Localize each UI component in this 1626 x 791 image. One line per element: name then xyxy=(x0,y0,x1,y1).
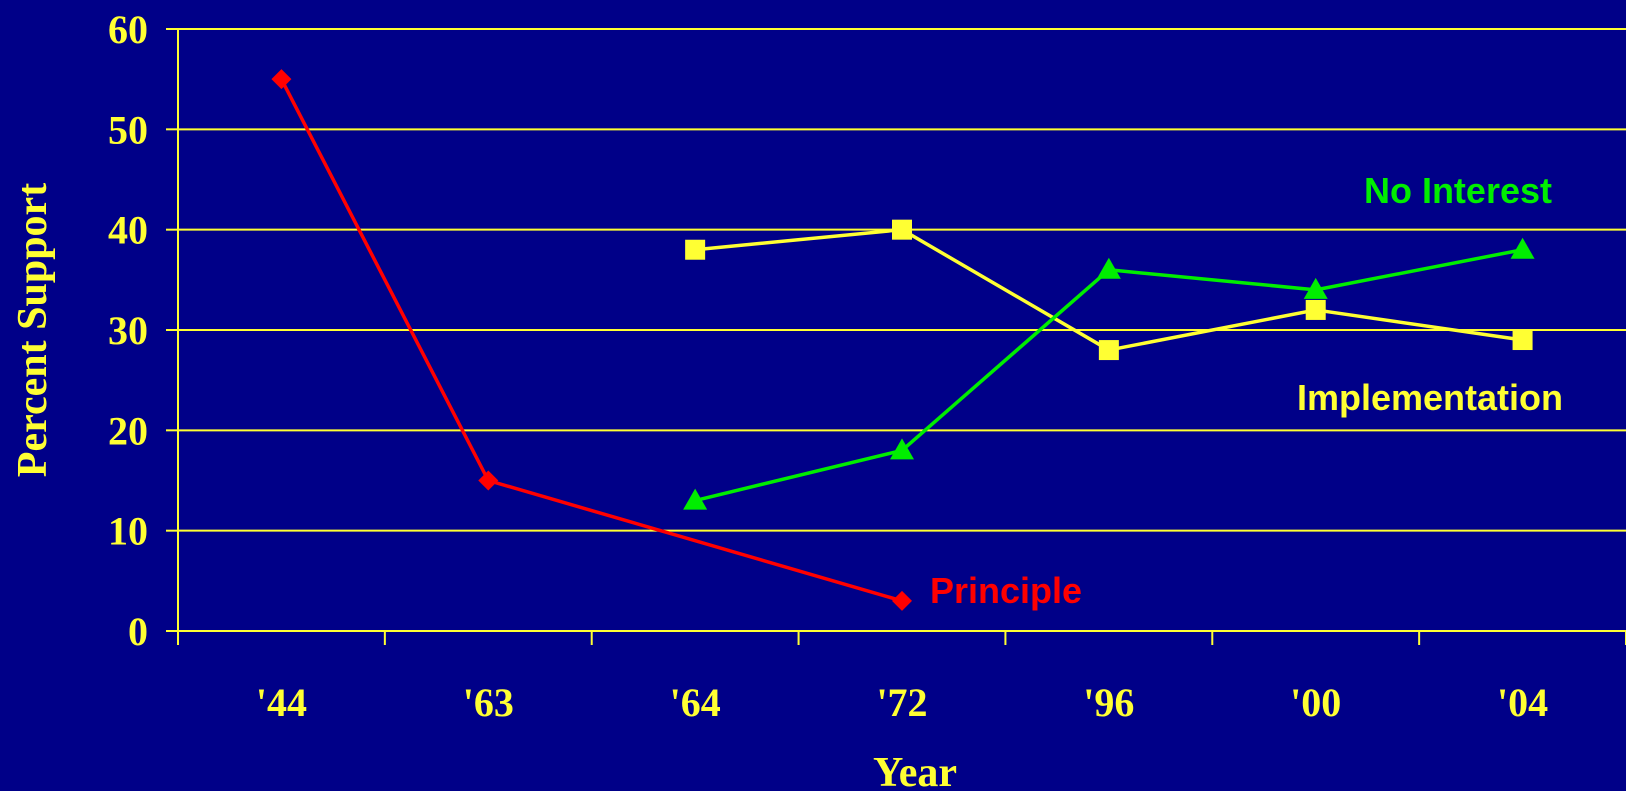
y-tick-label-20: 20 xyxy=(108,408,148,453)
point-2-1 xyxy=(890,438,914,460)
series-label-0: Principle xyxy=(930,570,1082,611)
series-labels: Principle Implementation No Interest xyxy=(930,170,1563,611)
point-0-0 xyxy=(271,69,292,90)
x-tick-label-3: '72 xyxy=(876,680,927,725)
x-axis-title: Year xyxy=(873,750,957,791)
series-line-1 xyxy=(694,227,1523,352)
point-2-2 xyxy=(1096,257,1121,279)
y-tick-labels: 0 10 20 30 40 50 60 xyxy=(108,7,148,654)
point-2-0 xyxy=(683,488,708,510)
x-tick-label-1: '63 xyxy=(463,680,514,725)
point-0-2 xyxy=(892,590,912,611)
x-tick-label-2: '64 xyxy=(670,680,721,725)
point-0-1 xyxy=(478,470,499,491)
point-2-3 xyxy=(1303,277,1328,299)
y-tick-label-10: 10 xyxy=(108,509,148,554)
point-1-4 xyxy=(1512,330,1533,351)
x-tick-label-4: '96 xyxy=(1083,680,1134,725)
y-tick-label-40: 40 xyxy=(108,208,148,253)
point-1-1 xyxy=(892,219,912,240)
x-tick-label-5: '00 xyxy=(1290,680,1341,725)
y-tick-label-50: 50 xyxy=(108,107,148,152)
y-tick-label-0: 0 xyxy=(128,609,148,654)
x-tick-label-0: '44 xyxy=(256,680,307,725)
point-1-2 xyxy=(1098,340,1119,361)
axes xyxy=(166,28,1626,645)
point-2-4 xyxy=(1510,237,1535,259)
series-label-2: No Interest xyxy=(1364,170,1552,211)
series-layer xyxy=(271,69,1535,611)
y-tick-label-60: 60 xyxy=(108,7,148,52)
series-label-1: Implementation xyxy=(1297,377,1563,418)
point-1-0 xyxy=(685,239,706,260)
point-1-3 xyxy=(1305,299,1326,320)
y-axis-title: Percent Support xyxy=(10,183,56,477)
y-tick-label-30: 30 xyxy=(108,308,148,353)
gridlines xyxy=(178,28,1626,532)
series-line-0 xyxy=(279,78,903,603)
x-tick-label-6: '04 xyxy=(1497,680,1548,725)
x-tick-labels: '44 '63 '64 '72 '96 '00 '04 xyxy=(256,680,1548,725)
series-line-2 xyxy=(694,248,1523,503)
